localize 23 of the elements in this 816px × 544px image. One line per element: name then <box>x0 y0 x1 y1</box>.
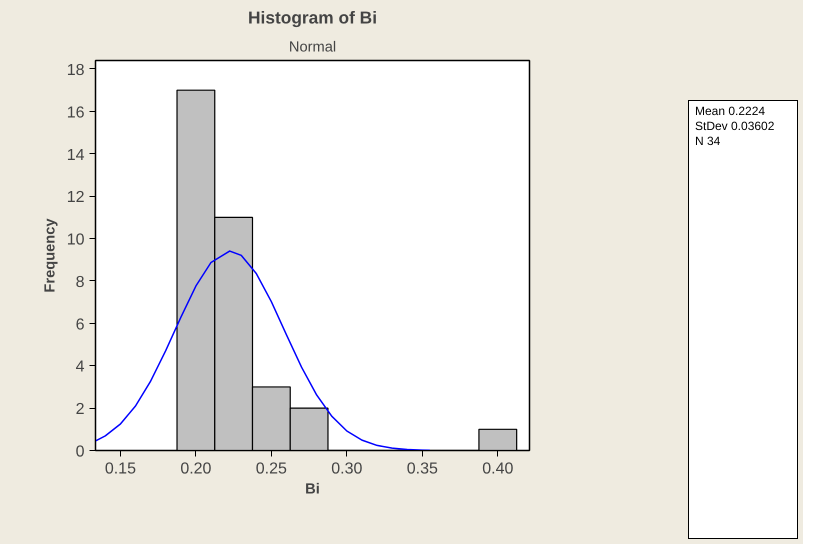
x-tick-label: 0.35 <box>406 460 438 478</box>
chart-title: Histogram of Bi <box>248 8 378 28</box>
text: StDev 0.03602 <box>695 119 774 134</box>
y-tick-label: 0 <box>76 444 85 460</box>
x-tick-label: 0.15 <box>104 460 136 478</box>
y-tick-label: 10 <box>66 232 85 249</box>
y-tick-label: 16 <box>66 104 85 122</box>
x-tick-label: 0.40 <box>482 460 514 478</box>
y-axis-title: Frequency <box>42 218 59 293</box>
chart-subtitle: Normal <box>288 40 336 56</box>
y-tick-label: 14 <box>66 146 85 164</box>
x-tick-label: 0.25 <box>256 460 288 478</box>
y-tick-label: 4 <box>76 358 85 376</box>
y-tick-label: 18 <box>66 62 85 79</box>
y-tick-label: 6 <box>76 316 85 334</box>
x-tick-label: 0.20 <box>180 460 212 478</box>
text: Mean 0.2224 <box>695 104 766 119</box>
y-tick-label: 12 <box>66 189 85 206</box>
x-axis-title: Bi <box>305 482 320 498</box>
text: N 34 <box>695 134 722 149</box>
x-tick-label: 0.30 <box>331 460 363 478</box>
y-tick-label: 2 <box>76 401 85 418</box>
y-tick-label: 8 <box>76 274 85 291</box>
